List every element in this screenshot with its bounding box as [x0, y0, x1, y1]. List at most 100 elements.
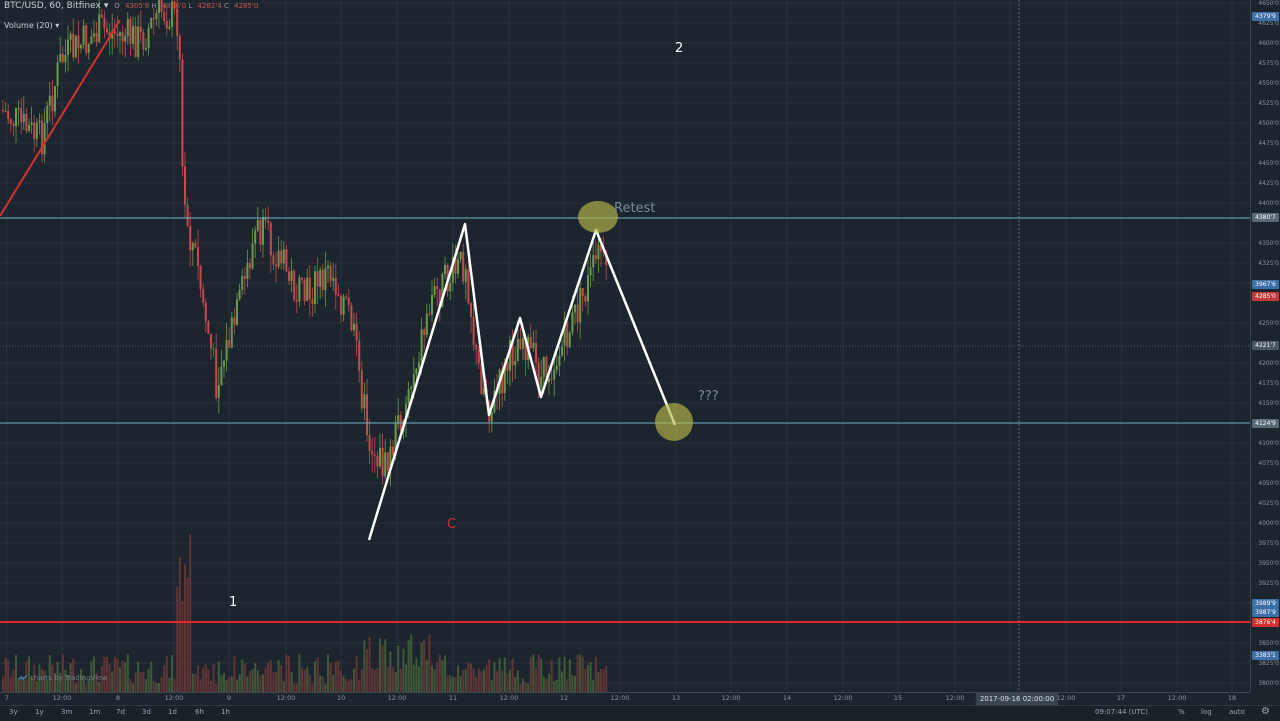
volume-bar — [316, 657, 319, 692]
price-scale[interactable]: 4650'0 4625'0 4600'0 4575'0 4550'0 4525'0 4500… — [1250, 0, 1280, 692]
volume-bar — [410, 634, 413, 692]
time-tick-label: 17 — [1116, 694, 1126, 702]
candle-body — [345, 296, 348, 298]
candle-body — [137, 26, 140, 58]
time-tick-label: 12:00 — [1056, 694, 1076, 702]
volume-bar — [178, 557, 181, 692]
volume-bar — [449, 675, 452, 692]
volume-bar — [459, 675, 462, 692]
price-badge: 4124'9 — [1252, 419, 1279, 428]
volume-bar — [605, 666, 608, 692]
candle-body — [337, 294, 340, 296]
range-button-1m[interactable]: 1m — [89, 708, 101, 716]
range-button-3d[interactable]: 3d — [142, 708, 151, 716]
volume-bar — [353, 668, 355, 692]
volume-legend[interactable]: Volume (20) ▾ — [4, 21, 60, 30]
log-toggle[interactable]: log — [1201, 708, 1212, 716]
candle-body — [600, 244, 602, 252]
candle-body — [236, 299, 238, 325]
volume-dropdown-icon[interactable]: ▾ — [55, 21, 60, 30]
volume-bar — [119, 667, 121, 692]
price-chart[interactable] — [0, 0, 1250, 692]
price-badge: 3876'4 — [1252, 618, 1279, 627]
volume-bar — [30, 676, 33, 692]
candle-body — [72, 33, 75, 58]
time-axis[interactable]: 7 12:00 8 12:00 9 12:00 10 12:00 11 12:00 12 12:00 1… — [0, 692, 1250, 706]
volume-bar — [46, 680, 49, 692]
volume-bar — [158, 683, 160, 692]
volume-bar — [163, 665, 166, 692]
volume-bar — [254, 663, 257, 692]
candle-body — [249, 262, 251, 269]
volume-bar — [230, 676, 233, 692]
volume-bar — [282, 681, 285, 692]
candle-body — [553, 369, 556, 380]
range-button-6h[interactable]: 6h — [195, 708, 204, 716]
symbol-dropdown-icon[interactable]: ▾ — [103, 1, 109, 11]
price-badge: 4285'0 — [1252, 292, 1279, 301]
time-tick-label: 12:00 — [721, 694, 741, 702]
price-tick-label: 4450'0 — [1258, 160, 1279, 167]
volume-bar — [522, 678, 524, 692]
candle-body — [282, 249, 285, 264]
candle-body — [82, 25, 85, 45]
range-button-1d[interactable]: 1d — [168, 708, 177, 716]
candle-body — [319, 269, 322, 287]
volume-bar — [262, 674, 264, 692]
range-button-1y[interactable]: 1y — [35, 708, 44, 716]
volume-bar — [360, 669, 363, 692]
candle-body — [46, 105, 49, 124]
candle-body — [441, 274, 444, 308]
price-badge: 3987'9 — [1252, 608, 1279, 617]
candle-body — [438, 289, 441, 308]
candle-body — [165, 21, 168, 29]
volume-bar — [470, 663, 472, 692]
volume-bar — [368, 637, 371, 692]
tradingview-watermark[interactable]: charts by TradingView — [17, 674, 107, 682]
candle-body — [506, 362, 509, 371]
volume-bar — [376, 668, 379, 692]
volume-bar — [566, 679, 569, 692]
symbol-label[interactable]: BTC/USD, 60, Bitfinex — [4, 1, 101, 11]
volume-bar — [386, 667, 389, 692]
range-button-3m[interactable]: 3m — [61, 708, 73, 716]
volume-bar — [337, 660, 340, 692]
volume-bar — [571, 675, 574, 692]
volume-bar — [574, 675, 576, 692]
volume-bar — [475, 677, 478, 692]
candle-body — [368, 435, 371, 452]
settings-gear-icon[interactable]: ⚙ — [1261, 706, 1270, 717]
volume-bar — [20, 675, 23, 692]
auto-toggle[interactable]: auto — [1229, 708, 1245, 716]
price-tick-label: 4600'0 — [1258, 40, 1279, 47]
percent-toggle[interactable]: % — [1178, 708, 1185, 716]
candle-body — [100, 14, 103, 18]
candle-body — [457, 258, 459, 274]
candle-body — [574, 304, 576, 313]
time-tick-label: 12:00 — [499, 694, 519, 702]
range-button-3y[interactable]: 3y — [9, 708, 18, 716]
volume-bar — [41, 669, 43, 692]
candle-body — [80, 44, 82, 49]
candle-body — [308, 277, 311, 300]
range-button-7d[interactable]: 7d — [116, 708, 125, 716]
price-tick-label: 4075'0 — [1258, 460, 1279, 467]
chart-area[interactable]: BTC/USD, 60, Bitfinex ▾ O 4305'8 H 4306'0… — [0, 0, 1250, 692]
volume-bar — [150, 661, 153, 692]
candle-body — [142, 32, 145, 50]
candle-body — [173, 1, 176, 9]
candle-body — [199, 265, 202, 290]
candle-body — [48, 95, 51, 106]
bottom-toolbar: 3y 1y 3m 1m 7d 3d 1d 6h 1h 09:07:44 (UTC) % log … — [0, 705, 1280, 721]
range-button-1h[interactable]: 1h — [221, 708, 230, 716]
volume-bar — [467, 662, 470, 692]
candle-body — [2, 110, 4, 112]
volume-bar — [597, 671, 600, 692]
price-tick-label: 3825'0 — [1258, 660, 1279, 667]
candle-body — [594, 255, 597, 260]
candle-body — [220, 366, 223, 386]
volume-bar — [243, 663, 246, 692]
volume-bar — [314, 661, 316, 692]
volume-bar — [384, 639, 387, 692]
candle-body — [472, 316, 475, 345]
